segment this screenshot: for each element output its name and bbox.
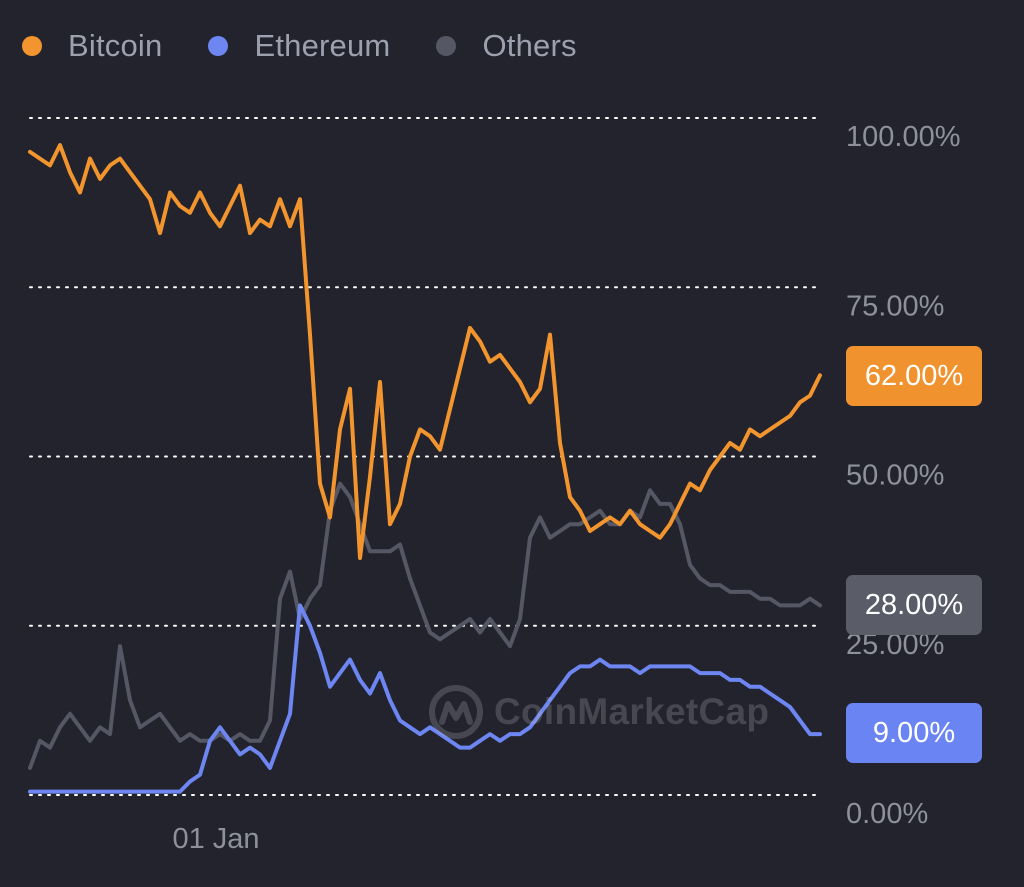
- ethereum-value-badge: 9.00%: [846, 703, 982, 763]
- bitcoin-value-badge: 62.00%: [846, 346, 982, 406]
- series-line-ethereum[interactable]: [28, 603, 822, 794]
- y-tick-label: 75.00%: [846, 290, 944, 322]
- legend-dot-ethereum: [208, 36, 229, 56]
- series-line-others[interactable]: [28, 481, 822, 770]
- y-tick-label: 0.00%: [846, 798, 928, 830]
- legend-item-bitcoin[interactable]: Bitcoin: [22, 28, 162, 64]
- series-line-bitcoin[interactable]: [28, 143, 822, 560]
- y-tick-label: 50.00%: [846, 460, 944, 492]
- legend-label-others: Others: [482, 28, 577, 63]
- legend-item-ethereum[interactable]: Ethereum: [208, 28, 390, 64]
- x-tick-label: 01 Jan: [172, 823, 259, 855]
- legend-item-others[interactable]: Others: [436, 28, 576, 64]
- coinmarketcap-logo-icon: [429, 685, 483, 739]
- legend-label-ethereum: Ethereum: [254, 28, 391, 63]
- legend-label-bitcoin: Bitcoin: [68, 28, 163, 63]
- legend-dot-bitcoin: [22, 36, 42, 56]
- legend-dot-others: [436, 36, 457, 56]
- watermark-text: CoinMarketCap: [494, 691, 770, 732]
- coinmarketcap-watermark: CoinMarketCap: [428, 682, 769, 742]
- x-axis-tick-labels: 01 Jan: [172, 823, 259, 855]
- chart-legend: Bitcoin Ethereum Others: [22, 22, 623, 70]
- y-tick-label: 100.00%: [846, 121, 961, 153]
- series-lines: [28, 143, 822, 794]
- others-value-badge: 28.00%: [846, 575, 982, 635]
